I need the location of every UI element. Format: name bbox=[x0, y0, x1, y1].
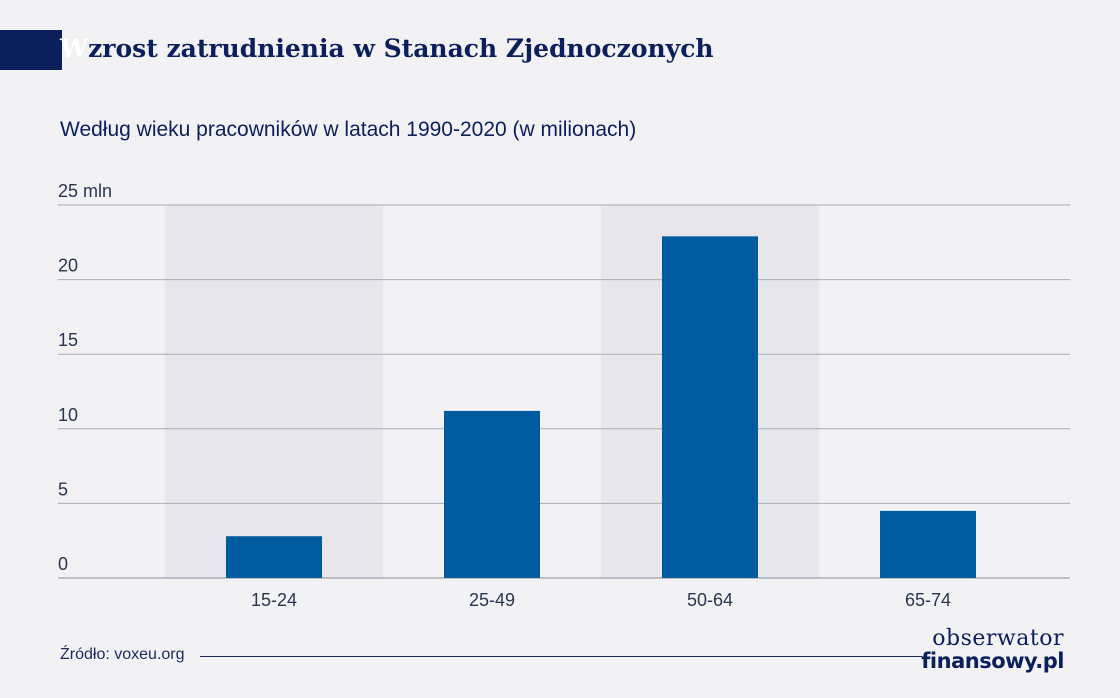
bar bbox=[880, 511, 976, 578]
logo-line-1: obserwator bbox=[921, 628, 1064, 650]
y-tick-label: 5 bbox=[58, 479, 68, 499]
x-tick-label: 15-24 bbox=[251, 590, 297, 610]
highlight-band bbox=[165, 205, 383, 578]
x-tick-label: 50-64 bbox=[687, 590, 733, 610]
source-note: Źródło: voxeu.org bbox=[60, 646, 185, 664]
bar bbox=[226, 536, 322, 578]
y-tick-label: 10 bbox=[58, 405, 78, 425]
source-divider bbox=[200, 656, 922, 657]
y-tick-label: 15 bbox=[58, 330, 78, 350]
y-tick-label: 20 bbox=[58, 256, 78, 276]
y-tick-label: 0 bbox=[58, 554, 68, 574]
publisher-logo: obserwator finansowy.pl bbox=[921, 628, 1064, 672]
y-tick-label: 25 mln bbox=[58, 181, 112, 201]
x-tick-label: 25-49 bbox=[469, 590, 515, 610]
bar bbox=[444, 411, 540, 578]
logo-line-2: finansowy.pl bbox=[921, 650, 1064, 672]
bar bbox=[662, 236, 758, 578]
x-tick-label: 65-74 bbox=[905, 590, 951, 610]
